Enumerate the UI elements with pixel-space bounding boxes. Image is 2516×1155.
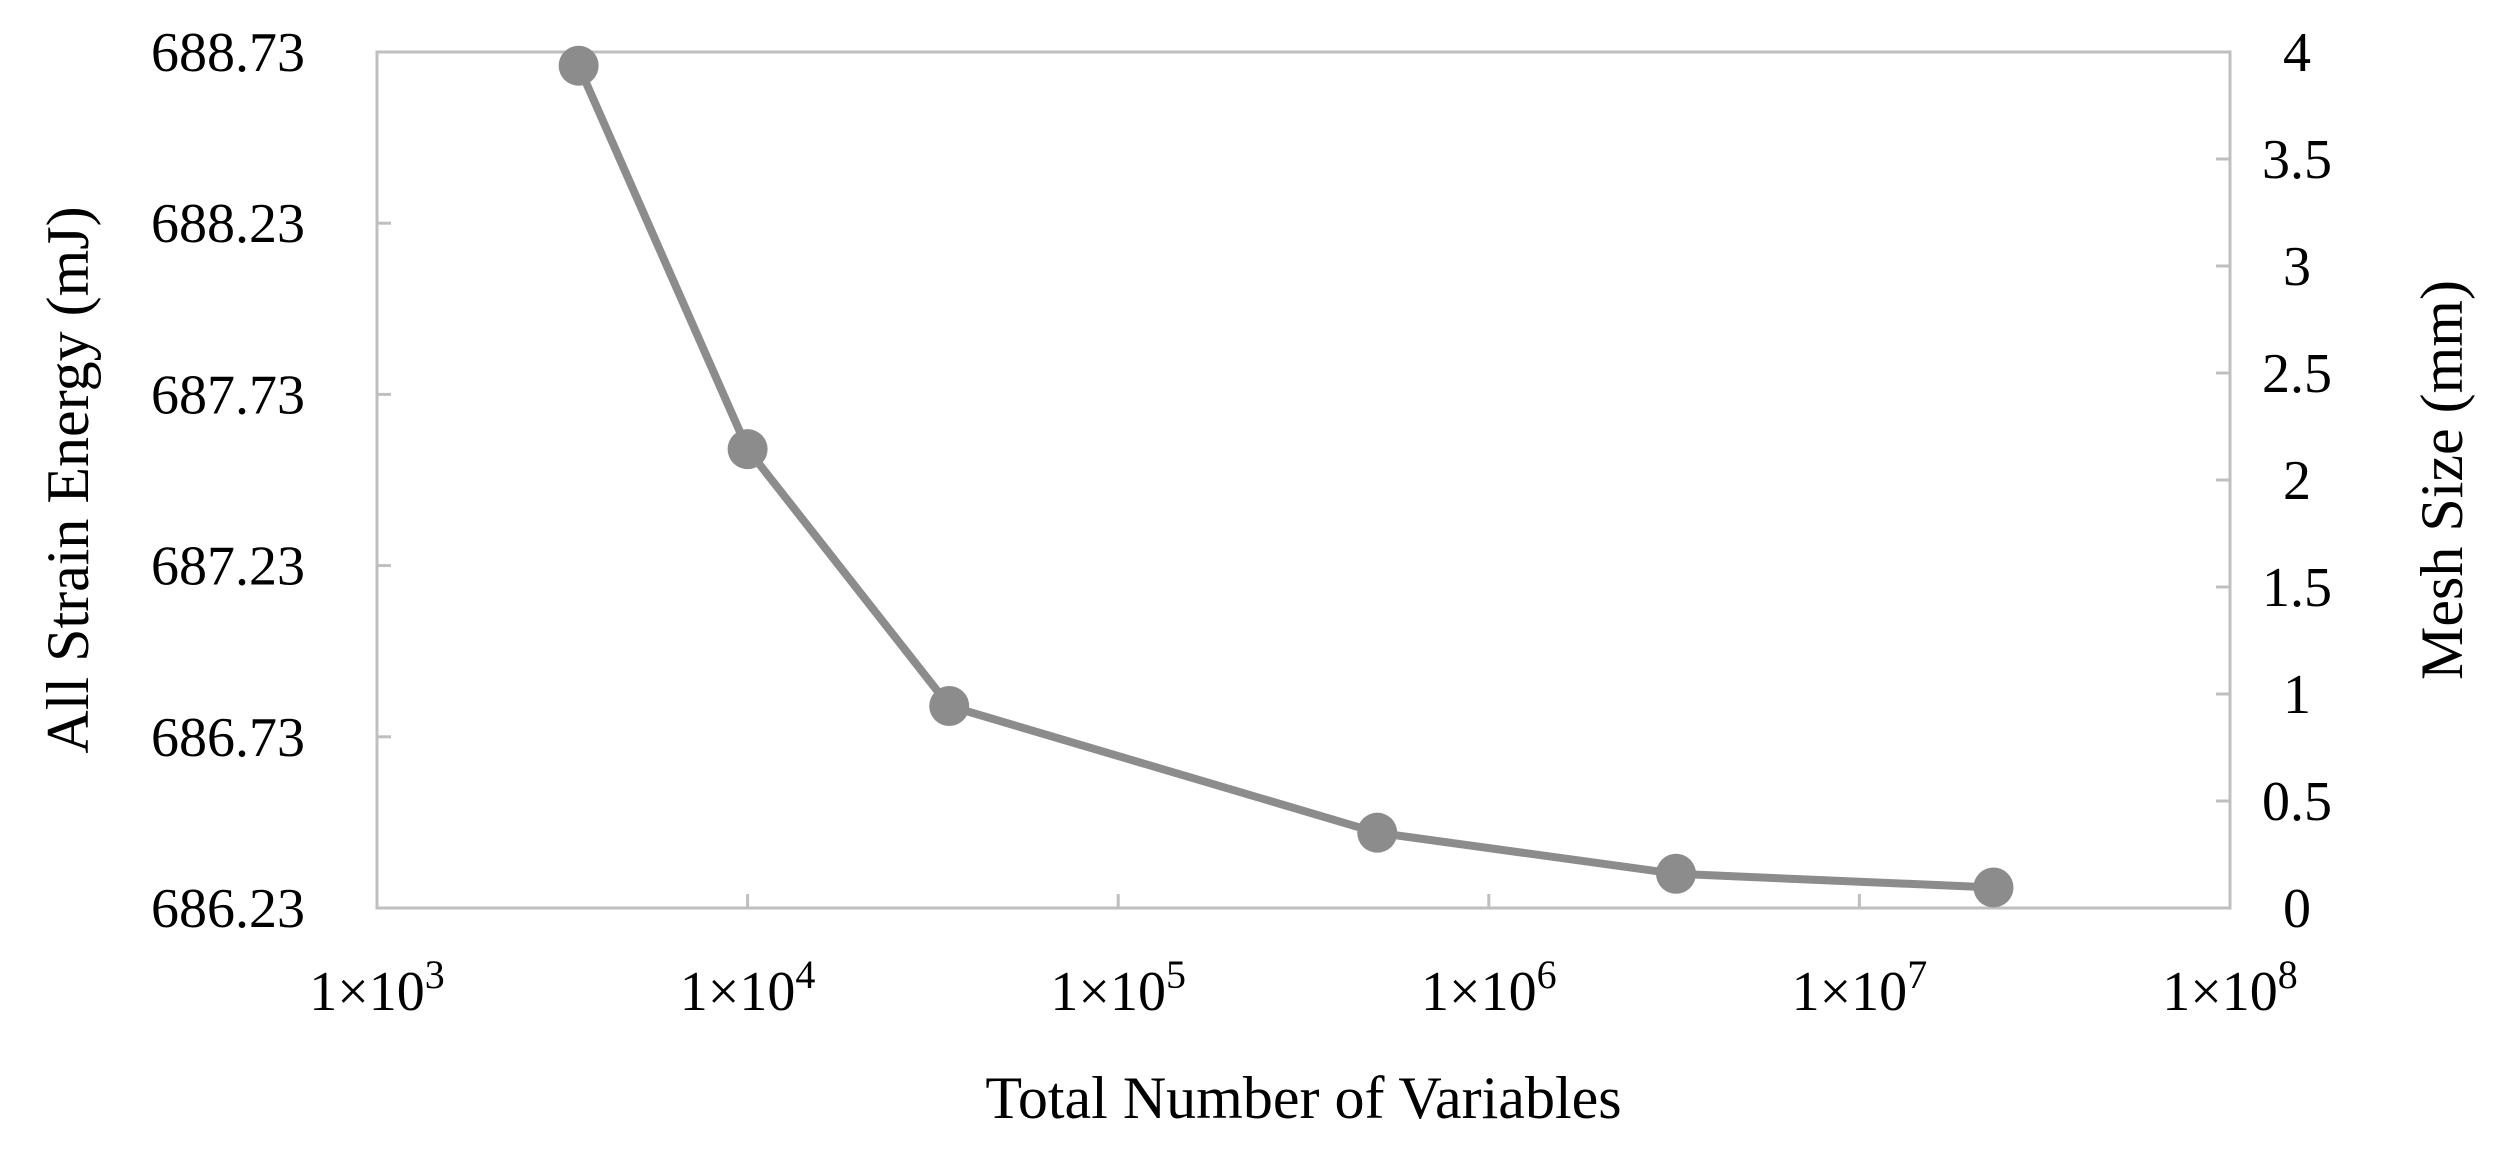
y2-axis-title: Mesh Size (mm) bbox=[2409, 280, 2475, 680]
y2-tick-label: 1 bbox=[2283, 664, 2311, 726]
data-point bbox=[727, 429, 768, 470]
y-tick-label: 686.23 bbox=[151, 878, 305, 940]
data-point bbox=[1973, 867, 2014, 908]
x-tick-label-base: 1×10 bbox=[2162, 961, 2278, 1023]
y-tick-label: 687.73 bbox=[151, 364, 305, 426]
y-tick-label: 686.73 bbox=[151, 707, 305, 769]
y2-tick-label: 3 bbox=[2283, 236, 2311, 298]
series-line bbox=[574, 61, 1998, 892]
x-tick-label-exponent: 6 bbox=[1537, 952, 1557, 997]
labels-layer: Total Number of Variables All Strain Ene… bbox=[35, 206, 2475, 1131]
x-axis-title: Total Number of Variables bbox=[985, 1065, 1621, 1131]
y2-tick-label: 1.5 bbox=[2262, 557, 2332, 619]
y2-tick-label: 2 bbox=[2283, 450, 2311, 512]
data-point bbox=[1656, 853, 1697, 894]
y2-tick-label: 4 bbox=[2283, 22, 2311, 84]
data-point bbox=[1357, 812, 1398, 853]
data-point bbox=[558, 45, 599, 86]
data-point bbox=[929, 685, 970, 726]
axes-layer: 1×103 1×104 1×105 1×106 1×107 1×108686.23686.… bbox=[151, 22, 2332, 1023]
y-axis-title: All Strain Energy (mJ) bbox=[35, 206, 101, 753]
y-tick-label: 687.23 bbox=[151, 536, 305, 598]
x-tick-label: 1×107 bbox=[1792, 952, 1928, 1023]
x-tick-label: 1×105 bbox=[1050, 952, 1186, 1023]
plot-frame bbox=[375, 50, 2232, 910]
x-tick-label-base: 1×10 bbox=[309, 961, 425, 1023]
x-tick-label-base: 1×10 bbox=[1050, 961, 1166, 1023]
x-tick-label-exponent: 4 bbox=[795, 952, 815, 997]
x-tick-label-exponent: 3 bbox=[425, 952, 445, 997]
x-tick-label-exponent: 5 bbox=[1166, 952, 1186, 997]
x-tick-label-base: 1×10 bbox=[1792, 961, 1908, 1023]
y2-tick-label: 2.5 bbox=[2262, 343, 2332, 405]
series-layer bbox=[558, 45, 2014, 908]
x-tick-label-base: 1×10 bbox=[680, 961, 796, 1023]
y2-tick-label: 0.5 bbox=[2262, 771, 2332, 833]
x-tick-label-exponent: 7 bbox=[1907, 952, 1927, 997]
x-tick-label-base: 1×10 bbox=[1421, 961, 1537, 1023]
x-tick-label: 1×104 bbox=[680, 952, 816, 1023]
y-tick-label: 688.23 bbox=[151, 193, 305, 255]
x-tick-label: 1×106 bbox=[1421, 952, 1557, 1023]
x-tick-label: 1×103 bbox=[309, 952, 445, 1023]
y-tick-label: 688.73 bbox=[151, 22, 305, 84]
x-tick-label: 1×108 bbox=[2162, 952, 2298, 1023]
x-tick-label-exponent: 8 bbox=[2278, 952, 2298, 997]
y2-tick-label: 0 bbox=[2283, 878, 2311, 940]
y2-tick-label: 3.5 bbox=[2262, 129, 2332, 191]
